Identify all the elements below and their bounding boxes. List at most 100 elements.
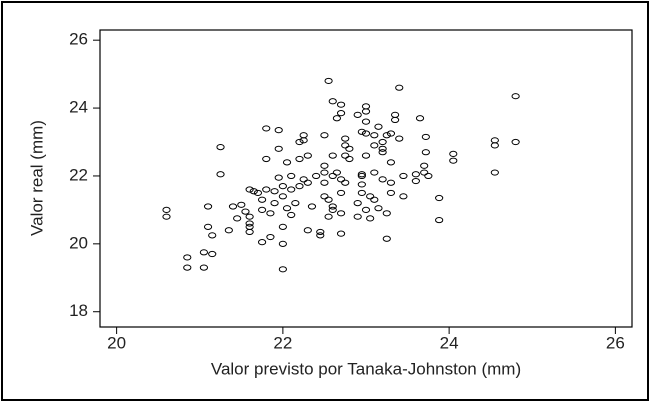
point [257,206,267,213]
point [278,193,287,200]
point [378,145,387,152]
point [366,215,375,222]
point [341,135,350,142]
point [511,138,520,146]
y-tick-label: 20 [69,233,88,252]
point [357,128,366,135]
point [390,111,400,118]
point [328,98,337,105]
point [361,118,371,125]
point [270,188,279,195]
point [278,223,287,230]
point [345,145,354,152]
point [357,189,366,197]
point [366,193,375,200]
point [287,211,296,219]
point [390,116,400,124]
point [361,152,371,159]
point [245,213,254,220]
point [320,162,329,169]
x-tick-label: 24 [440,333,459,352]
point [421,149,430,156]
point [386,179,396,186]
point [449,150,458,157]
point [361,103,371,110]
point [361,206,371,213]
point [370,169,379,176]
point [490,169,499,176]
y-tick-label: 22 [69,165,88,184]
point [421,133,430,141]
point [328,152,337,159]
point [328,203,337,210]
x-tick-label: 22 [273,333,292,352]
point [411,177,420,185]
point [199,264,209,271]
point [386,130,396,137]
point [395,135,404,142]
point [208,250,217,258]
point [328,206,337,213]
point [295,155,304,163]
point [245,228,254,236]
point [278,266,287,273]
point [307,203,317,210]
point [295,138,304,146]
x-tick-label: 26 [606,333,625,352]
point [245,186,254,193]
point [241,208,250,215]
point [357,172,366,180]
point [282,159,292,166]
plot-frame [99,29,633,328]
point [162,206,171,213]
point [336,101,346,108]
point [361,108,371,115]
point [262,155,271,163]
point [299,176,308,183]
point [353,200,362,207]
point [395,84,404,91]
point [435,216,444,224]
point [299,132,308,139]
point [233,215,242,222]
point [245,223,254,230]
point [216,144,225,151]
point [266,210,275,217]
point [341,179,350,186]
point [336,230,346,237]
point [203,203,213,210]
point [287,186,296,193]
point [291,200,300,207]
point [378,138,387,146]
y-tick-label: 24 [69,98,88,117]
point [183,254,192,261]
y-axis-label: Valor real (mm) [27,120,46,236]
point [332,169,342,176]
point [262,186,271,193]
point [511,93,520,100]
point [183,264,192,271]
point [378,176,387,183]
point [320,179,329,186]
point [353,111,362,118]
point [257,196,267,203]
point [320,193,329,200]
point [345,155,354,163]
point [386,159,396,166]
point [270,200,279,207]
point [228,203,238,210]
point [208,232,217,239]
point [287,172,296,180]
point [341,142,350,149]
point [370,132,379,139]
point [216,171,225,178]
point [203,223,213,230]
point [274,174,283,181]
point [399,193,408,200]
point [162,213,171,220]
point [332,115,342,122]
point [320,132,329,139]
point [303,152,312,159]
point [490,142,499,149]
